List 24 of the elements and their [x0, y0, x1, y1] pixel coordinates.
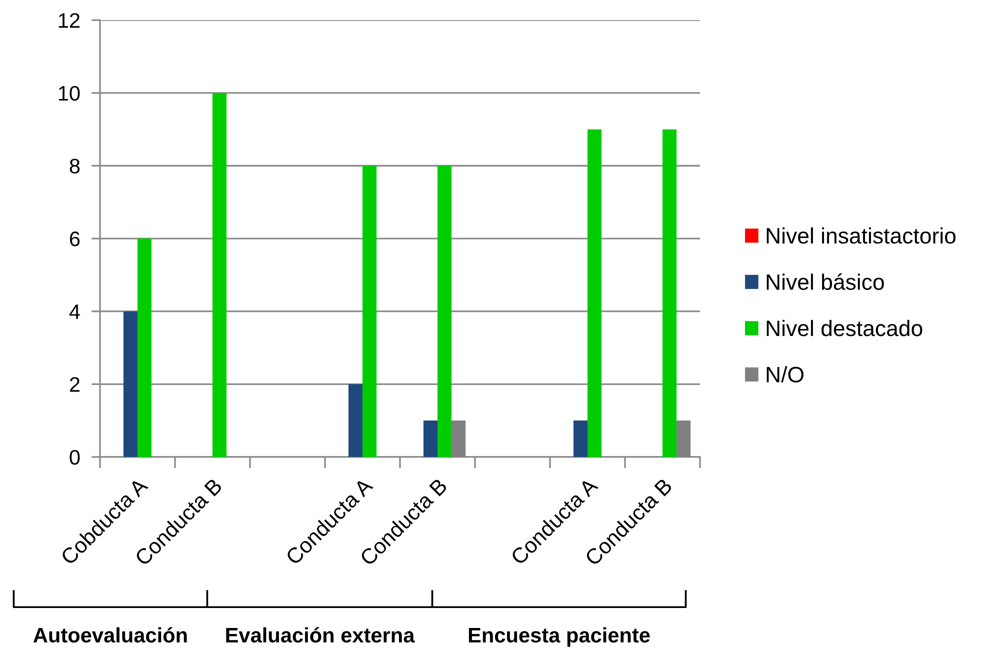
y-tick-label: 4	[69, 304, 80, 319]
bar	[438, 166, 452, 457]
bar	[588, 129, 602, 457]
text: Autoevaluación	[33, 627, 187, 643]
legend-label: Nivel insatistactorio	[766, 227, 956, 244]
y-tick-label: 2	[70, 377, 80, 392]
y-tick-label: 0	[70, 450, 80, 465]
legend-label: Nivel básico	[766, 273, 884, 290]
bar	[348, 384, 362, 457]
bar	[423, 420, 438, 457]
y-tick-label: 6	[70, 232, 80, 246]
bar	[123, 311, 138, 457]
bar	[573, 420, 588, 457]
legend-label: N/O	[766, 366, 804, 382]
bar	[662, 129, 677, 457]
y-tick-label: 8	[70, 158, 80, 174]
y-tick-label: 12	[58, 13, 80, 28]
bar	[137, 238, 152, 457]
text: Evaluación externa	[226, 627, 415, 643]
bar	[212, 92, 227, 457]
legend-label: Nivel destacado	[766, 320, 922, 336]
bar	[362, 166, 377, 457]
text: Encuesta paciente	[468, 627, 650, 647]
y-tick-label: 10	[58, 86, 80, 101]
